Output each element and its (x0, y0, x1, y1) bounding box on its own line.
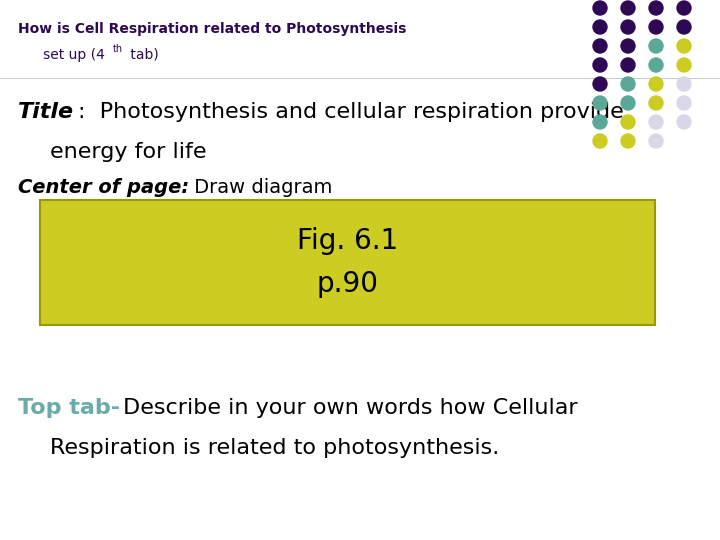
Circle shape (593, 58, 607, 72)
Circle shape (593, 115, 607, 129)
Circle shape (677, 58, 691, 72)
Text: tab): tab) (126, 48, 158, 62)
Circle shape (621, 20, 635, 34)
Text: th: th (113, 44, 123, 54)
Circle shape (677, 1, 691, 15)
Circle shape (649, 58, 663, 72)
Circle shape (677, 96, 691, 110)
Text: energy for life: energy for life (50, 142, 207, 162)
Circle shape (677, 115, 691, 129)
Circle shape (649, 1, 663, 15)
Circle shape (621, 115, 635, 129)
Circle shape (649, 20, 663, 34)
Circle shape (593, 134, 607, 148)
Circle shape (593, 1, 607, 15)
Text: Describe in your own words how Cellular: Describe in your own words how Cellular (116, 398, 577, 418)
Text: p.90: p.90 (317, 270, 379, 298)
Text: set up (4: set up (4 (30, 48, 105, 62)
Circle shape (649, 134, 663, 148)
Text: Center of page:: Center of page: (18, 178, 189, 197)
Text: Respiration is related to photosynthesis.: Respiration is related to photosynthesis… (50, 438, 499, 458)
Text: How is Cell Respiration related to Photosynthesis: How is Cell Respiration related to Photo… (18, 22, 406, 36)
Circle shape (649, 39, 663, 53)
Text: Draw diagram: Draw diagram (188, 178, 333, 197)
FancyBboxPatch shape (40, 200, 655, 325)
Circle shape (621, 77, 635, 91)
Circle shape (621, 39, 635, 53)
Circle shape (621, 1, 635, 15)
Circle shape (621, 58, 635, 72)
Circle shape (593, 96, 607, 110)
Text: :  Photosynthesis and cellular respiration provide: : Photosynthesis and cellular respiratio… (78, 102, 624, 122)
Circle shape (621, 96, 635, 110)
Text: Fig. 6.1: Fig. 6.1 (297, 227, 398, 255)
Text: Title: Title (18, 102, 74, 122)
Text: Top tab-: Top tab- (18, 398, 120, 418)
Circle shape (593, 77, 607, 91)
Circle shape (649, 77, 663, 91)
Circle shape (677, 77, 691, 91)
Circle shape (649, 115, 663, 129)
Circle shape (593, 20, 607, 34)
Circle shape (677, 20, 691, 34)
Circle shape (649, 96, 663, 110)
Circle shape (677, 39, 691, 53)
Circle shape (593, 39, 607, 53)
Circle shape (621, 134, 635, 148)
